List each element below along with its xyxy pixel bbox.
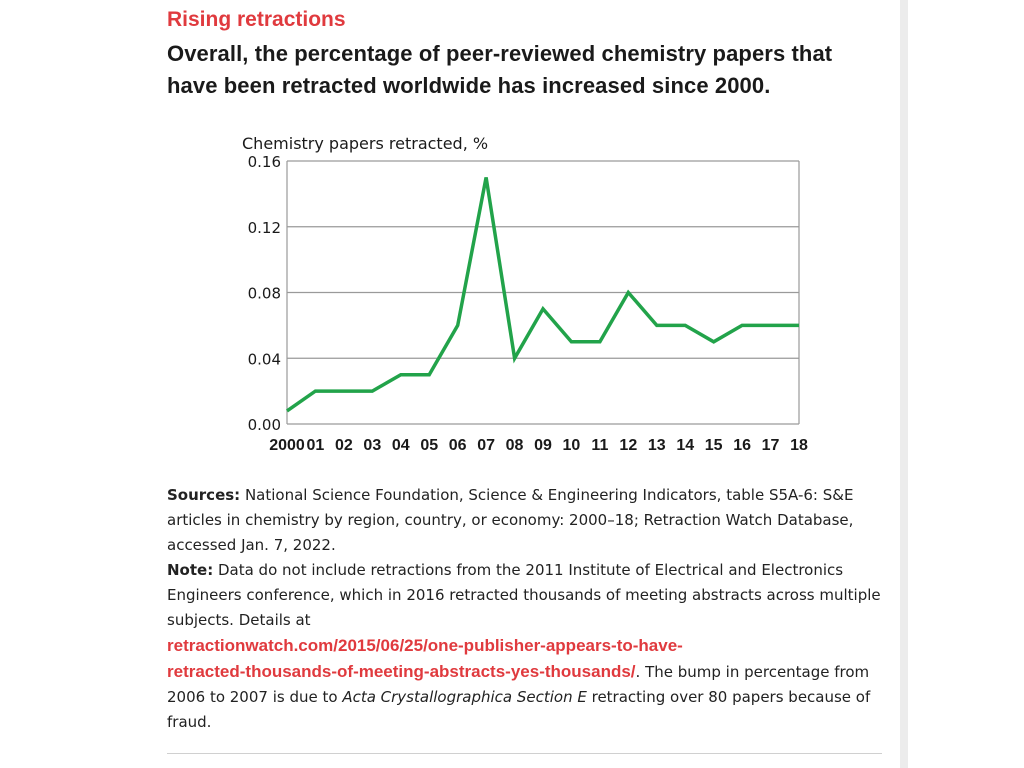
x-tick-label: 01 [307, 437, 325, 454]
x-tick-label: 15 [705, 437, 723, 454]
series-line [285, 177, 799, 413]
bottom-rule [167, 753, 882, 754]
note-paragraph: Note: Data do not include retractions fr… [167, 558, 892, 735]
x-tick-label: 09 [534, 437, 552, 454]
gridlines [286, 160, 800, 425]
x-tick-label: 17 [762, 437, 780, 454]
x-tick-label: 02 [335, 437, 353, 454]
y-tick-label: 0.16 [248, 153, 281, 171]
series-retractions [285, 177, 800, 413]
x-tick-label: 04 [392, 437, 410, 454]
x-tick-label: 11 [591, 437, 608, 454]
x-tick-label: 03 [363, 437, 381, 454]
x-tick-label: 18 [790, 437, 808, 454]
y-tick-label: 0.00 [248, 416, 281, 434]
x-tick-label: 2000 [269, 437, 305, 454]
x-tick-label: 14 [676, 437, 694, 454]
y-tick-label: 0.04 [248, 350, 281, 368]
y-tick-label: 0.12 [248, 219, 281, 237]
x-tick-label: 08 [506, 437, 524, 454]
x-tick-label: 13 [648, 437, 666, 454]
x-tick-label: 06 [449, 437, 467, 454]
x-tick-label: 12 [619, 437, 637, 454]
kicker: Rising retractions [167, 8, 346, 31]
x-tick-label: 05 [420, 437, 438, 454]
link-line-1: retractionwatch.com/2015/06/25/one-publi… [167, 636, 683, 655]
x-tick-label: 16 [733, 437, 751, 454]
y-tick-labels: 0.00 0.04 0.08 0.12 0.16 [248, 153, 281, 434]
x-tick-label: 10 [563, 437, 581, 454]
note-after-link: . The bump in percentage from 2006 to 20… [167, 663, 870, 706]
note-text: Data do not include retractions from the… [167, 561, 881, 629]
y-tick-label: 0.08 [248, 285, 281, 303]
headline: Overall, the percentage of peer-reviewed… [167, 41, 833, 98]
journal-name: Acta Crystallographica Section E [342, 688, 587, 706]
link-line-2: retracted-thousands-of-meeting-abstracts… [167, 662, 636, 681]
x-tick-label: 07 [477, 437, 495, 454]
y-axis-label: Chemistry papers retracted, % [242, 134, 488, 153]
sources-and-notes: Sources: National Science Foundation, Sc… [167, 483, 892, 735]
note-label: Note: [167, 561, 214, 579]
x-tick-labels: 2000 01 02 03 04 05 06 07 08 09 10 11 12 13 14 15 16 17 18 [269, 437, 808, 454]
note-end: retracting over 80 papers because of fra… [167, 688, 871, 731]
sources-label: Sources: [167, 486, 241, 504]
sources-paragraph: Sources: National Science Foundation, Sc… [167, 483, 892, 558]
line-chart: 0.00 0.04 0.08 0.12 0.16 2000 01 02 03 04 05 06 07 0… [242, 134, 808, 454]
page-edge [900, 0, 908, 768]
retractionwatch-link[interactable]: retractionwatch.com/2015/06/25/one-publi… [167, 636, 683, 681]
sources-text: National Science Foundation, Science & E… [167, 486, 854, 554]
